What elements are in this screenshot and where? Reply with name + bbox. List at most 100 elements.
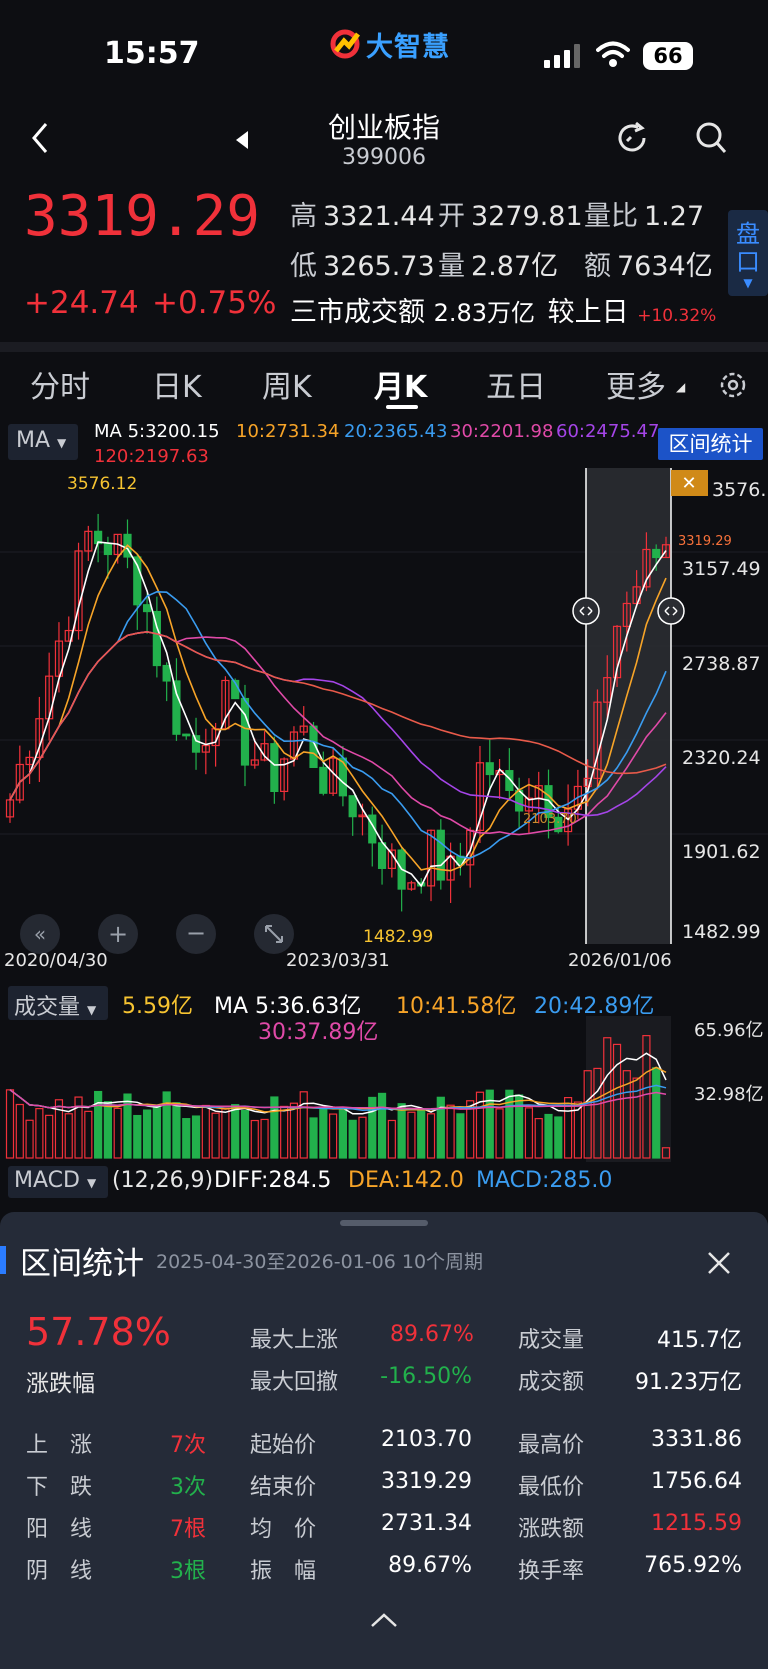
stat-label: 上 涨: [26, 1433, 93, 1458]
low-stat: 低 3265.73: [290, 251, 435, 282]
volume-bar: [505, 1089, 514, 1159]
range-change-pct: 57.78%: [26, 1310, 171, 1354]
volume-bar: [338, 1107, 347, 1159]
current-price-tag: 3319.29: [678, 534, 732, 549]
tab-intraday[interactable]: 分时: [30, 370, 90, 405]
chevron-up-icon[interactable]: [368, 1610, 400, 1630]
tab-weekly[interactable]: 周K: [262, 370, 312, 405]
volume-bar: [387, 1119, 396, 1159]
sheet-drag-handle[interactable]: [340, 1220, 428, 1226]
volume-bar: [231, 1104, 240, 1159]
zoom-in-button[interactable]: [98, 914, 138, 954]
kline-chart[interactable]: ✕ 3576.12 1482.99 2103.70 3319.29 3576.1…: [0, 462, 768, 982]
stat-label: 起始价: [250, 1433, 317, 1458]
vol-ma30-line: [9, 1089, 667, 1110]
close-icon: ✕: [681, 473, 696, 494]
drag-icon: [579, 606, 593, 616]
period-tabs: 分时 日K 周K 月K 五日 更多 ◢: [0, 352, 768, 412]
axis-label: 2320.24: [682, 747, 761, 769]
tab-more[interactable]: 更多: [606, 370, 666, 405]
macd-select[interactable]: MACD ▼: [8, 1166, 108, 1198]
zoom-out-button[interactable]: [176, 914, 216, 954]
brand-name: 大智慧: [366, 31, 450, 63]
candle-body: [162, 664, 171, 682]
candle-body: [152, 610, 161, 667]
candle-body: [319, 766, 328, 794]
candle-body: [436, 829, 445, 881]
axis-label: 3576.12: [712, 479, 768, 501]
volume-select[interactable]: 成交量 ▼: [8, 986, 108, 1020]
back-icon[interactable]: [26, 120, 56, 156]
volume-bar: [524, 1107, 534, 1159]
settings-icon[interactable]: [718, 370, 748, 400]
refresh-icon[interactable]: [614, 120, 650, 156]
price-change: +24.74: [24, 285, 139, 321]
drag-icon: [664, 606, 678, 616]
volume-bar: [319, 1107, 328, 1159]
range-start-handle[interactable]: [572, 597, 600, 625]
volume-bar: [5, 1089, 15, 1159]
candle-body: [603, 677, 612, 703]
stat-value: 7根: [170, 1517, 206, 1542]
candle-body: [426, 829, 436, 887]
volume-bar: [289, 1102, 299, 1159]
ma120-value: 120:2197.63: [94, 446, 209, 467]
volume-bar: [544, 1113, 553, 1159]
range-selection[interactable]: [586, 468, 671, 944]
candle-body: [270, 743, 279, 793]
close-icon[interactable]: [704, 1248, 734, 1278]
stat-label: 阳 线: [26, 1517, 93, 1542]
stat-value: 3次: [170, 1475, 206, 1500]
candle-body: [5, 799, 15, 818]
stat-label: 均 价: [250, 1517, 317, 1542]
volume-bar: [15, 1103, 24, 1159]
volume-bar: [426, 1113, 436, 1159]
stat-label: 下 跌: [26, 1475, 93, 1500]
dropdown-icon: ▼: [87, 1003, 97, 1017]
volume-bar: [94, 1090, 103, 1159]
range-end-handle[interactable]: [657, 597, 685, 625]
stat-value: 2103.70: [381, 1427, 472, 1452]
volume-bar: [45, 1114, 54, 1159]
stat-label: 成交量: [518, 1328, 585, 1353]
volume-bar: [280, 1105, 289, 1159]
rewind-button[interactable]: [20, 914, 60, 954]
volume-ma20: 20:42.89亿: [534, 994, 655, 1019]
volume-bar: [152, 1107, 161, 1159]
volume-bar: [270, 1096, 279, 1159]
stat-value: -16.50%: [380, 1364, 472, 1389]
range-close-tag[interactable]: [671, 470, 708, 496]
prev-stock-icon[interactable]: [234, 129, 250, 151]
ma-lines: [9, 541, 667, 888]
indicator-select[interactable]: MA ▼: [8, 424, 78, 460]
volume-bar: [475, 1091, 485, 1159]
stat-label: 阴 线: [26, 1559, 93, 1584]
macd-value: MACD:285.0: [476, 1168, 613, 1193]
stat-value: 7次: [170, 1433, 206, 1458]
stat-value: 415.7亿: [657, 1328, 742, 1353]
order-book-button[interactable]: 盘口 ▼: [728, 210, 768, 296]
signal-icon: [544, 44, 580, 68]
candle-body: [182, 733, 191, 737]
candle-body: [583, 777, 592, 788]
tab-five-day[interactable]: 五日: [486, 370, 546, 405]
volume-bar: [583, 1070, 592, 1159]
volume-bar: [201, 1104, 210, 1159]
stat-label: 涨跌额: [518, 1517, 585, 1542]
candle-body: [485, 762, 494, 776]
candle-body: [191, 735, 201, 753]
volume-chart: 65.96亿 32.98亿: [5, 1016, 764, 1162]
tab-monthly[interactable]: 月K: [374, 370, 428, 405]
stat-label: 结束价: [250, 1475, 317, 1500]
candle-body: [54, 640, 64, 677]
brand-logo: 大智慧: [328, 26, 450, 63]
search-icon[interactable]: [694, 120, 728, 156]
axis-label: 1901.62: [682, 841, 761, 863]
tab-daily[interactable]: 日K: [152, 370, 202, 405]
volume-bar: [368, 1096, 377, 1159]
price-axis: 3576.12 3157.49 2738.87 2320.24 1901.62 …: [682, 479, 768, 943]
candle-body: [407, 882, 416, 890]
ma5-line: [9, 541, 667, 888]
ma120-line: [9, 630, 667, 801]
range-stats-button[interactable]: 区间统计: [658, 428, 763, 460]
